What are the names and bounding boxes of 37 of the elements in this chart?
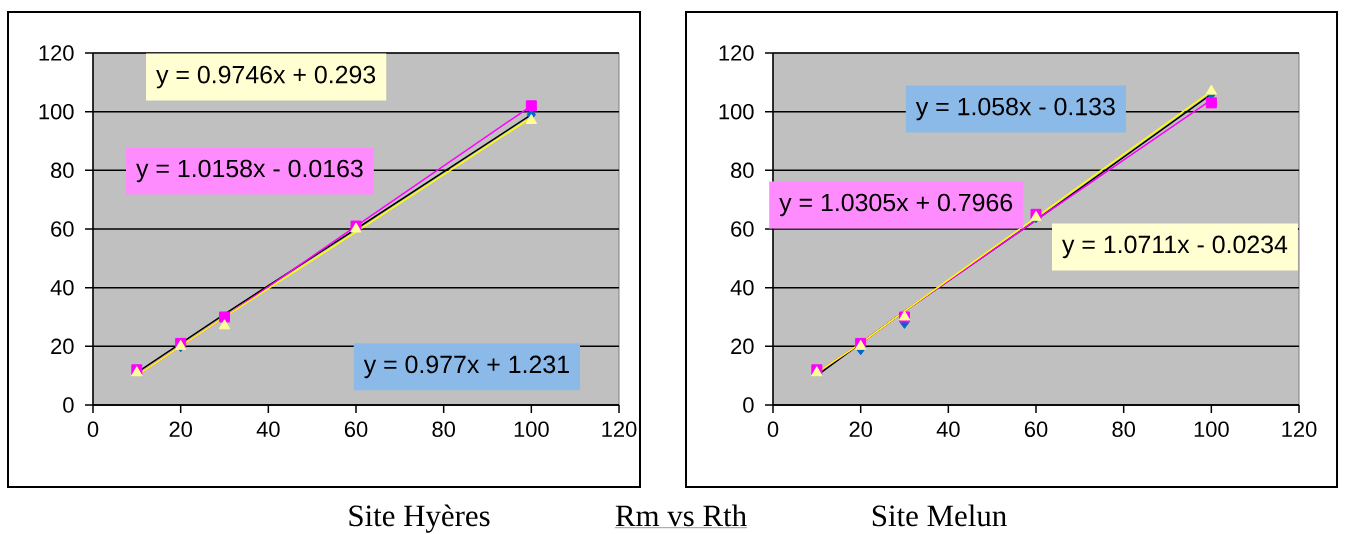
annotation: y = 0.977x + 1.231: [363, 355, 569, 379]
y-tick-label: 80: [731, 162, 754, 179]
x-tick-label: 40: [936, 421, 960, 438]
y-tick-label: 20: [51, 338, 74, 355]
annotation: y = 1.0158x - 0.0163: [136, 159, 363, 183]
x-tick-label: 80: [1112, 421, 1135, 438]
y-tick-label: 80: [51, 162, 74, 179]
x-tick-label: 0: [87, 421, 99, 438]
y-tick-label: 60: [51, 221, 74, 237]
annotation: y = 0.9746x + 0.293: [156, 65, 376, 89]
x-tick-label: 60: [1024, 421, 1048, 438]
text: Site Melun: [872, 504, 1007, 527]
y-tick-label: 0: [743, 397, 754, 413]
y-tick-label: 0: [63, 397, 74, 413]
x-tick-label: 80: [432, 421, 455, 438]
y-tick-label: 40: [50, 279, 74, 296]
annotation: y = 1.0305x + 0.7966: [779, 193, 1013, 217]
annotation: y = 1.0711x - 0.0234: [1062, 235, 1288, 259]
y-tick-label: 60: [731, 221, 754, 237]
x-tick-label: 120: [602, 421, 637, 438]
x-tick-label: 100: [1194, 421, 1229, 438]
y-tick-label: 100: [719, 103, 754, 120]
y-tick-label: 100: [39, 103, 74, 120]
x-tick-label: 20: [849, 421, 872, 438]
y-tick-label: 120: [39, 45, 74, 61]
x-tick-label: 120: [1282, 421, 1317, 438]
y-tick-label: 20: [731, 338, 754, 355]
x-tick-label: 60: [344, 421, 368, 438]
y-tick-label: 40: [730, 279, 754, 296]
x-tick-label: 0: [767, 421, 779, 438]
text: Rm vs Rth: [615, 504, 747, 527]
y-tick-label: 120: [719, 45, 754, 61]
x-tick-label: 100: [514, 421, 549, 438]
text: Site Hyères: [349, 504, 490, 533]
x-tick-label: 40: [256, 421, 280, 438]
annotation: y = 1.058x - 0.133: [915, 97, 1115, 121]
x-tick-label: 20: [169, 421, 192, 438]
